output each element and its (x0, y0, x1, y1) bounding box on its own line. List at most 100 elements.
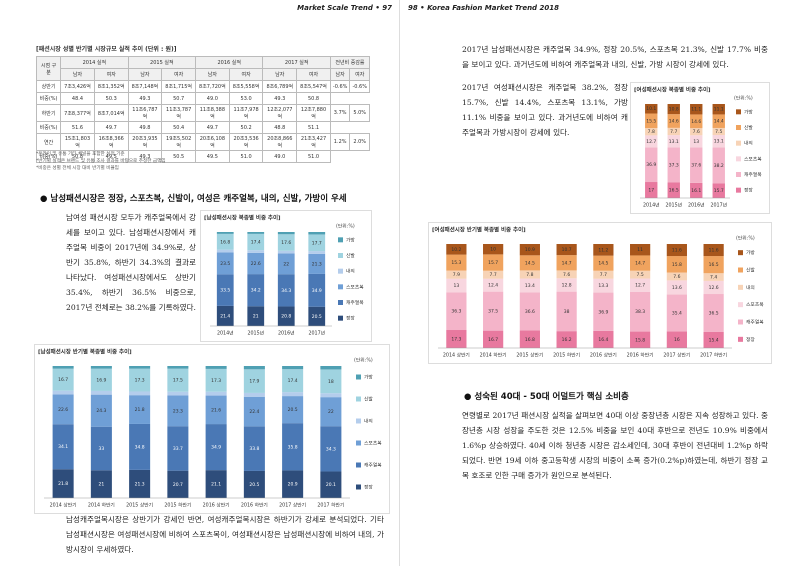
bar-segment (282, 396, 304, 424)
legend-label: 가방 (364, 374, 373, 381)
value-label: 7.7 (670, 129, 677, 135)
value-label: 14.7 (562, 260, 572, 266)
bar-segment (320, 366, 342, 370)
legend-label: 정장 (346, 315, 355, 322)
table-row: 비중(%) 50.8 49.5 49.3 50.5 49.5 51.0 49.0 51.0 (35, 150, 370, 163)
legend-swatch (356, 462, 361, 468)
value-label: 15.8 (672, 262, 682, 268)
x-tick-label: 2016년 (688, 202, 705, 209)
bar-segment (205, 391, 227, 396)
table-cell: 8조1,715억 (161, 80, 197, 93)
bar-segment (712, 183, 725, 198)
legend-label: 신발 (364, 396, 373, 403)
bar-segment (282, 470, 304, 498)
value-label: 10 (490, 247, 496, 253)
value-label: 35.8 (288, 444, 298, 450)
legend-label: 캐주얼복 (364, 462, 382, 469)
bar-segment (645, 182, 658, 198)
table-cell: 50.5 (161, 150, 197, 163)
table-cell: 3.7% (329, 104, 351, 122)
bar-segment (167, 470, 189, 498)
bar-segment (667, 147, 680, 183)
bar-segment (216, 252, 234, 275)
bar-segment (243, 392, 265, 397)
bar-segment (52, 394, 74, 425)
x-tick-label: 2016 상반기 (590, 352, 617, 359)
table-header-cell: 여자 (228, 68, 264, 81)
table-cell: 비중(%) (35, 150, 62, 163)
legend-swatch (338, 237, 343, 243)
bar-segment (556, 244, 577, 256)
value-label: 20.5 (312, 314, 322, 320)
bar-segment (690, 128, 703, 136)
bar-segment (446, 292, 467, 331)
table-cell: 21조3,427억 (296, 133, 331, 151)
value-label: 38 (564, 309, 570, 315)
legend-swatch (338, 315, 343, 321)
bar-segment (446, 330, 467, 348)
value-label: 23.3 (173, 408, 183, 414)
bar-segment (630, 331, 651, 348)
value-label: 17.3 (451, 337, 461, 343)
legend-label: 스포츠복 (364, 441, 382, 447)
value-label: 15.7 (714, 188, 724, 194)
chart-frame (630, 82, 770, 214)
page-header: 98 • Korea Fashion Market Trend 2018 (408, 4, 559, 12)
table-cell: 11조7,978억 (228, 104, 264, 122)
bar-segment (320, 369, 342, 394)
table-row: 상반기 7조3,426억 8조1,352억 8조7,148억 8조1,715억 8조7,7… (35, 80, 370, 93)
value-label: 14.6 (669, 119, 679, 125)
bar-segment (216, 232, 234, 234)
bar-segment (205, 395, 227, 425)
bar-segment (712, 104, 725, 115)
bar-segment (277, 306, 295, 326)
bar-segment (90, 426, 112, 471)
value-label: 34.9 (211, 445, 221, 451)
bar-segment (446, 244, 467, 255)
bar-segment (90, 394, 112, 427)
legend-swatch (736, 187, 741, 193)
bar-segment (216, 233, 234, 250)
value-label: 13 (693, 139, 699, 145)
table-cell: 20조8,866억 (262, 133, 298, 151)
bar-segment (690, 104, 703, 115)
legend-swatch (338, 268, 343, 274)
bar-segment (519, 292, 540, 331)
bar-segment (483, 278, 504, 292)
table-cell: 19조5,502억 (161, 133, 197, 151)
bar-segment (666, 294, 687, 332)
table-cell: 하반기 (35, 104, 62, 122)
value-label: 16 (674, 337, 680, 343)
value-label: 13.1 (669, 139, 679, 145)
value-label: 34.9 (312, 288, 322, 294)
bar-segment (690, 135, 703, 148)
x-tick-label: 2014 하반기 (480, 352, 507, 359)
bar-segment (320, 393, 342, 398)
table-cell: 51.1 (296, 121, 331, 134)
value-label: 33.8 (249, 446, 259, 452)
bar-segment (667, 104, 680, 115)
bar-segment (320, 471, 342, 498)
bar-segment (446, 278, 467, 293)
bar-segment (519, 278, 540, 293)
value-label: 17.4 (288, 378, 298, 384)
chart-title: [여성패션시장 반기별 복종별 비중 추이] (432, 226, 526, 234)
chart: [여성패션시장 반기별 복종별 비중 추이] (단위:%) 17.3 36.3 13 7.… (428, 222, 772, 364)
value-label: 20.9 (288, 482, 298, 488)
table-cell: 50.4 (161, 121, 197, 134)
chart: [남성패션시장 반기별 복종별 비중 추이] (단위:%) 21.8 34.1 22.6… (34, 344, 390, 514)
x-tick-label: 2016 하반기 (627, 352, 654, 359)
legend-label: 가방 (744, 108, 753, 115)
bar-segment (52, 424, 74, 470)
value-label: 11.1 (714, 107, 724, 113)
value-label: 17.4 (251, 240, 261, 246)
value-label: 16.7 (488, 337, 498, 343)
value-label: 7.6 (673, 274, 680, 280)
table-header-cell: 남자 (127, 68, 163, 81)
value-label: 15.3 (451, 260, 461, 266)
bar-segment (320, 397, 342, 427)
table-cell: 1.2% (329, 133, 351, 151)
value-label: 20.5 (288, 407, 298, 413)
legend-label: 스포츠복 (746, 302, 764, 308)
value-label: 14.5 (525, 260, 535, 266)
